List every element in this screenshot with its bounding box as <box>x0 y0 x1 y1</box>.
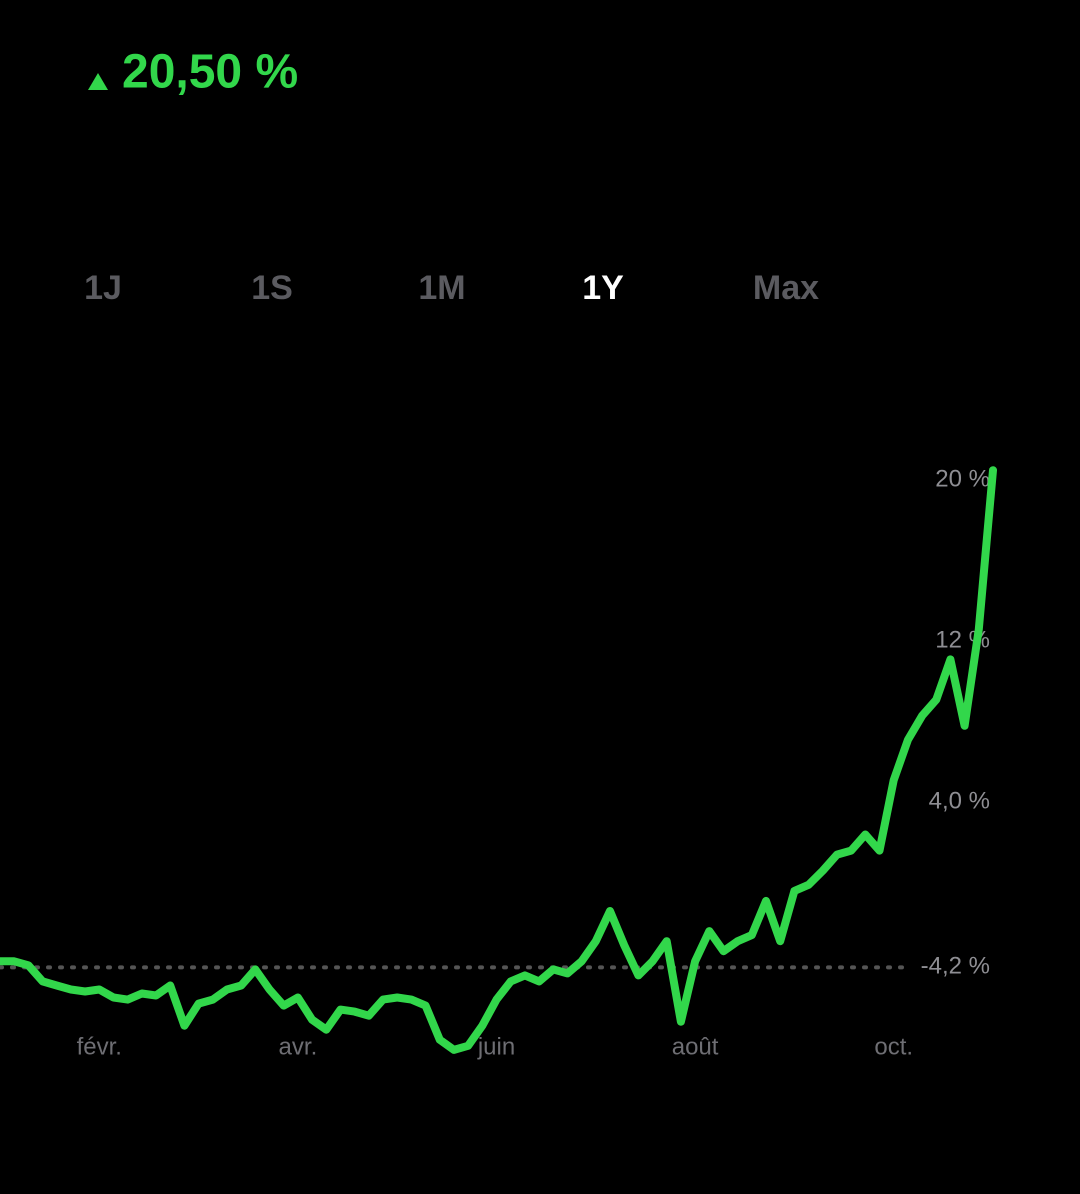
up-arrow-icon <box>88 73 108 90</box>
price-line <box>0 466 997 1054</box>
range-tab[interactable]: 1S <box>251 269 293 307</box>
y-tick-label: 20 % <box>935 466 990 493</box>
x-tick-label: oct. <box>874 1033 913 1060</box>
range-tab[interactable]: 1Y <box>582 269 624 307</box>
range-tab[interactable]: Max <box>753 269 819 307</box>
x-tick-label: févr. <box>77 1033 122 1060</box>
change-value: 20,50 % <box>122 46 298 99</box>
range-tab[interactable]: 1M <box>418 269 465 307</box>
x-tick-label: août <box>672 1033 719 1060</box>
x-tick-label: avr. <box>279 1033 318 1060</box>
y-tick-label: -4,2 % <box>921 953 990 980</box>
x-tick-label: juin <box>477 1033 515 1060</box>
range-tab[interactable]: 1J <box>84 269 122 307</box>
y-tick-label: 4,0 % <box>929 788 990 815</box>
